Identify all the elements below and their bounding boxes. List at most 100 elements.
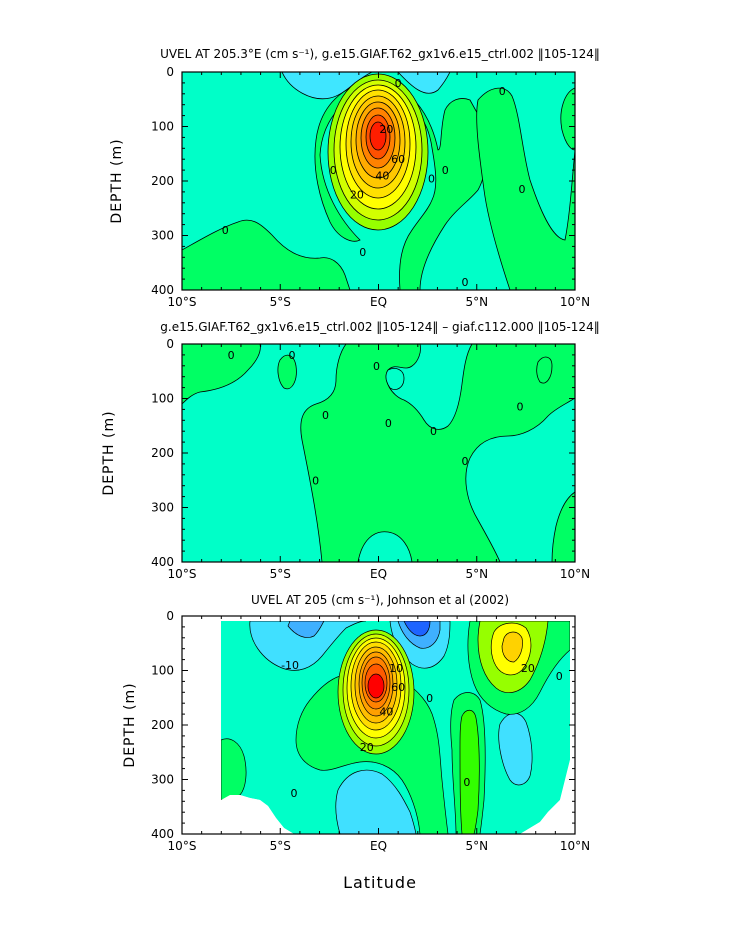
panel-model-uvel: UVEL AT 205.3°E (cm s⁻¹), g.e15.GIAF.T62… — [109, 47, 600, 309]
panel3-contour-label: 40 — [379, 705, 393, 718]
panel1-contour-label: 0 — [395, 77, 402, 90]
panel3-field — [182, 616, 575, 834]
panel1-ytick-label: 100 — [151, 120, 174, 134]
panel1-green-north — [476, 87, 575, 290]
panel3-contour-label: 0 — [556, 670, 563, 683]
panel2-cyan-inlet — [385, 368, 405, 390]
panel2-contour-label: 0 — [312, 474, 319, 487]
panel2-green-island-a — [277, 354, 297, 390]
panel2-contour-label: 0 — [322, 409, 329, 422]
panel1-green-northeast — [560, 87, 575, 151]
panel2-green-central — [300, 344, 575, 562]
panel1-contour-label: 0 — [359, 246, 366, 259]
panel1-xtick-label: 5°N — [465, 295, 488, 309]
panel1-ytick-label: 300 — [151, 229, 174, 243]
panel3-xtick-label: 10°S — [168, 839, 197, 853]
panel2-contour-label: 0 — [516, 401, 523, 414]
panel2-contour-label: 0 — [373, 360, 380, 373]
panel2-contour-label: 0 — [289, 349, 296, 362]
panel1-contour-label: 60 — [391, 153, 405, 166]
panel2-contour-label: 0 — [430, 425, 437, 438]
panel2-ylabel: DEPTH (m) — [101, 410, 117, 495]
panel2-contour-label: 0 — [385, 417, 392, 430]
panel3-contour-label: 20 — [521, 662, 535, 675]
panel3-westward-northsurface — [249, 620, 367, 671]
panel2-contour-labels: 0 0 0 0 0 0 0 0 0 — [228, 349, 524, 487]
panel3-xtick-label: 10°N — [560, 839, 590, 853]
panel2-xtick-label: EQ — [370, 567, 387, 581]
panel3-ylabel: DEPTH (m) — [122, 682, 138, 767]
panel3-westward-core4 — [403, 620, 431, 637]
panel1-contour-label: 20 — [379, 123, 393, 136]
panel2-contour-label: 0 — [461, 455, 468, 468]
panel3-ytick-label: 100 — [151, 664, 174, 678]
panel2-xtick-label: 10°S — [168, 567, 197, 581]
panel3-ytick-label: 0 — [166, 609, 174, 623]
panel1-xtick-label: EQ — [370, 295, 387, 309]
panel2-green-northwest — [182, 344, 261, 405]
panel2-green-island-b — [536, 356, 553, 384]
panel3-xtick-label: 5°S — [270, 839, 291, 853]
panel2-axes: 10°S 5°S EQ 5°N 10°N 0 100 200 300 400 — [151, 337, 590, 581]
panel3-westward-core1 — [287, 620, 325, 638]
panel1-jet-level-90 — [369, 121, 387, 151]
panel3-ytick-label: 300 — [151, 773, 174, 787]
panel1-contour-label: 0 — [222, 224, 229, 237]
panel3-westward-deep — [335, 769, 417, 834]
panel3-ytick-label: 400 — [151, 827, 174, 841]
panel2-ytick-label: 0 — [166, 337, 174, 351]
panel3-contour-label: 0 — [291, 787, 298, 800]
panel1-green-southwest — [182, 219, 351, 290]
panel2-cyan-bottom-lobe — [357, 531, 413, 562]
panel2-ytick-label: 100 — [151, 392, 174, 406]
panel3-westward-deep2 — [498, 712, 533, 786]
panel3-contour-label: 10 — [389, 662, 403, 675]
panel3-title: UVEL AT 205 (cm s⁻¹), Johnson et al (200… — [251, 593, 509, 607]
panel3-gold-northeast — [501, 631, 523, 663]
panel2-title: g.e15.GIAF.T62_gx1v6.e15_ctrl.002 ‖105-1… — [160, 320, 599, 334]
panel2-ytick-label: 200 — [151, 446, 174, 460]
panel3-jet-core — [337, 629, 415, 755]
panel1-ytick-label: 200 — [151, 174, 174, 188]
panel3-contour-label: 0 — [463, 776, 470, 789]
panel3-xlabel: Latitude — [343, 873, 417, 892]
panel2-ytick-label: 400 — [151, 555, 174, 569]
panel3-contour-label: 20 — [360, 741, 374, 754]
panel1-contour-label: 0 — [442, 164, 449, 177]
panel3-contour-label: -10 — [281, 659, 299, 672]
panel2-ytick-label: 300 — [151, 501, 174, 515]
panel3-xtick-label: 5°N — [465, 839, 488, 853]
panel2-xtick-label: 5°S — [270, 567, 291, 581]
panel2-field — [182, 344, 575, 562]
panel3-ytick-label: 200 — [151, 718, 174, 732]
panel3-contour-labels: -10 10 60 40 20 20 0 0 0 0 — [281, 659, 563, 800]
panel1-xtick-label: 10°N — [560, 295, 590, 309]
panel1-ylabel: DEPTH (m) — [109, 138, 125, 223]
panel3-xtick-label: EQ — [370, 839, 387, 853]
panel1-contour-label: 0 — [518, 183, 525, 196]
panel1-contour-label: 40 — [375, 170, 389, 183]
panel1-jet-core — [327, 73, 429, 231]
panel1-contour-label: 0 — [461, 276, 468, 289]
panel3-bright-green-column — [459, 709, 480, 834]
panel1-title: UVEL AT 205.3°E (cm s⁻¹), g.e15.GIAF.T62… — [160, 47, 600, 61]
panel2-xtick-label: 10°N — [560, 567, 590, 581]
panel1-westward-north — [397, 72, 451, 94]
panel1-ytick-label: 400 — [151, 283, 174, 297]
panel1-xtick-label: 10°S — [168, 295, 197, 309]
panel1-contour-label: 20 — [350, 189, 364, 202]
panel-difference-uvel: g.e15.GIAF.T62_gx1v6.e15_ctrl.002 ‖105-1… — [101, 320, 600, 581]
panel3-green-western-strip — [220, 738, 247, 801]
panel3-contour-label: 60 — [391, 681, 405, 694]
panel1-ytick-label: 0 — [166, 65, 174, 79]
panel3-nodata-west — [182, 616, 294, 834]
panel1-contour-label: 0 — [330, 164, 337, 177]
panel2-xtick-label: 5°N — [465, 567, 488, 581]
panel1-xtick-label: 5°S — [270, 295, 291, 309]
panel-observed-uvel: UVEL AT 205 (cm s⁻¹), Johnson et al (200… — [122, 593, 590, 892]
panel1-field — [182, 72, 575, 290]
panel2-contour-label: 0 — [228, 349, 235, 362]
